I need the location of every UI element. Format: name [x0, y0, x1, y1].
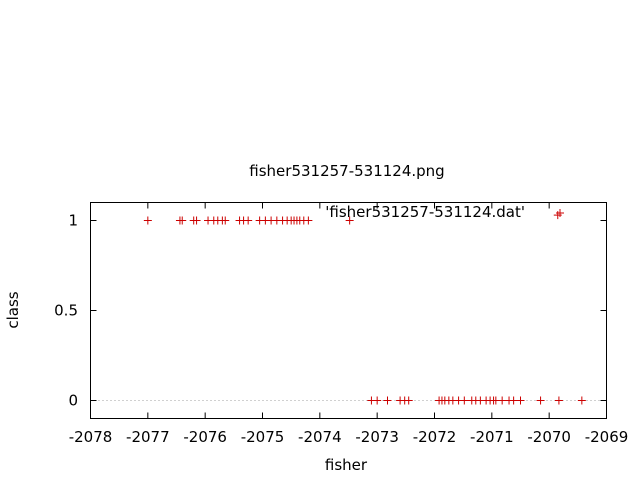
- y-tick-label: 1: [68, 212, 78, 230]
- legend-label: 'fisher531257-531124.dat': [325, 203, 525, 221]
- x-tick-label: -2074: [298, 428, 342, 446]
- x-tick-label: -2077: [126, 428, 170, 446]
- data-point: [244, 216, 253, 225]
- data-point: [553, 211, 562, 220]
- legend-marker: [556, 209, 564, 217]
- data-point: [304, 216, 313, 225]
- data-point: [192, 216, 201, 225]
- x-tick-label: -2076: [183, 428, 227, 446]
- data-point: [345, 216, 354, 225]
- data-points: [143, 211, 586, 405]
- x-tick-label: -2070: [527, 428, 571, 446]
- x-tick-label: -2073: [355, 428, 399, 446]
- y-axis-label: class: [4, 291, 22, 328]
- x-axis-label: fisher: [325, 456, 368, 474]
- data-point: [498, 396, 507, 405]
- x-tick-label: -2075: [241, 428, 285, 446]
- data-point: [460, 396, 469, 405]
- data-point: [536, 396, 545, 405]
- data-point: [404, 396, 413, 405]
- data-point: [516, 396, 525, 405]
- data-point: [373, 396, 382, 405]
- data-point: [509, 396, 518, 405]
- legend-marker-plus: [556, 209, 564, 217]
- data-point: [577, 396, 586, 405]
- x-tick-label: -2072: [413, 428, 457, 446]
- x-tick-label: -2069: [585, 428, 629, 446]
- x-tick-label: -2071: [470, 428, 514, 446]
- y-tick-label: 0: [68, 392, 78, 410]
- y-tick-label: 0.5: [54, 302, 78, 320]
- axis-ticks: -2078 -2077 -2076 -2075 -2074 -2073 -2072 -2071…: [54, 202, 629, 446]
- chart-title: fisher531257-531124.png: [249, 162, 444, 180]
- data-point: [178, 216, 187, 225]
- data-point: [143, 216, 152, 225]
- data-point: [554, 396, 563, 405]
- data-point: [383, 396, 392, 405]
- plot-frame: [90, 202, 607, 419]
- x-tick-label: -2078: [69, 428, 113, 446]
- data-point: [221, 216, 230, 225]
